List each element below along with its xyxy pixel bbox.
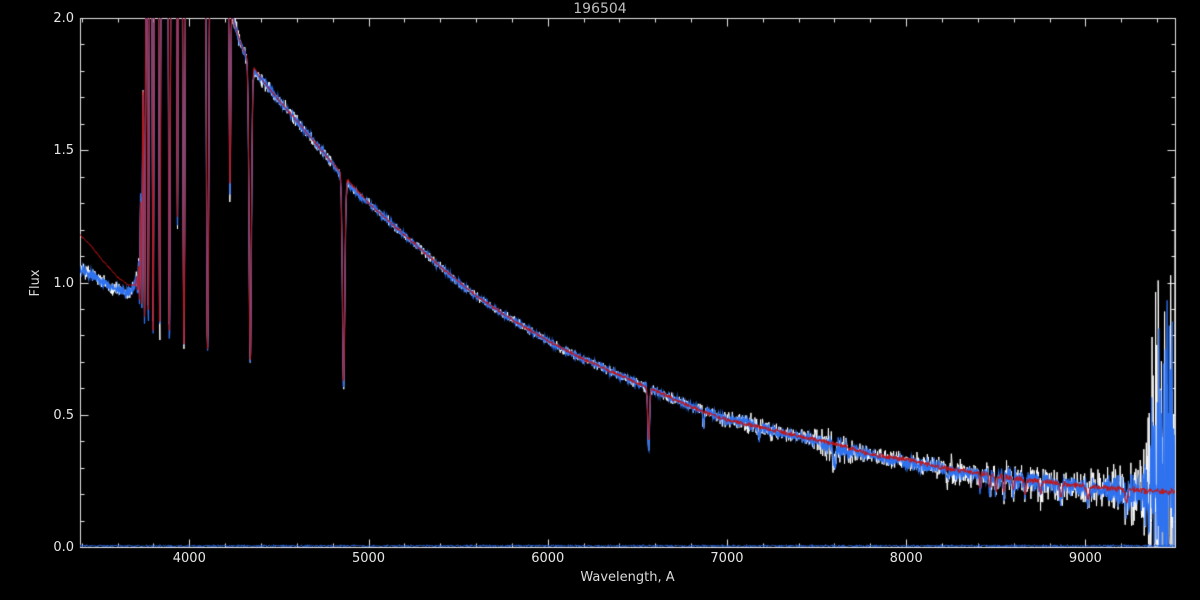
chart-title: 196504 bbox=[573, 1, 627, 17]
x-tick-label: 9000 bbox=[1068, 551, 1102, 566]
y-tick-label: 0.5 bbox=[53, 407, 74, 423]
x-tick-label: 5000 bbox=[351, 551, 386, 566]
y-axis-label: Flux bbox=[28, 269, 43, 297]
y-tick-label: 2.0 bbox=[53, 11, 74, 26]
x-tick-label: 4000 bbox=[172, 551, 206, 566]
x-axis-label: Wavelength, A bbox=[580, 570, 675, 585]
y-tick-label: 1.0 bbox=[53, 275, 74, 291]
x-tick-label: 7000 bbox=[710, 551, 744, 566]
y-tick-label: 1.5 bbox=[53, 143, 74, 159]
x-tick-label: 6000 bbox=[531, 551, 565, 566]
x-tick-label: 8000 bbox=[889, 551, 923, 566]
y-tick-label: 0.0 bbox=[53, 540, 74, 555]
